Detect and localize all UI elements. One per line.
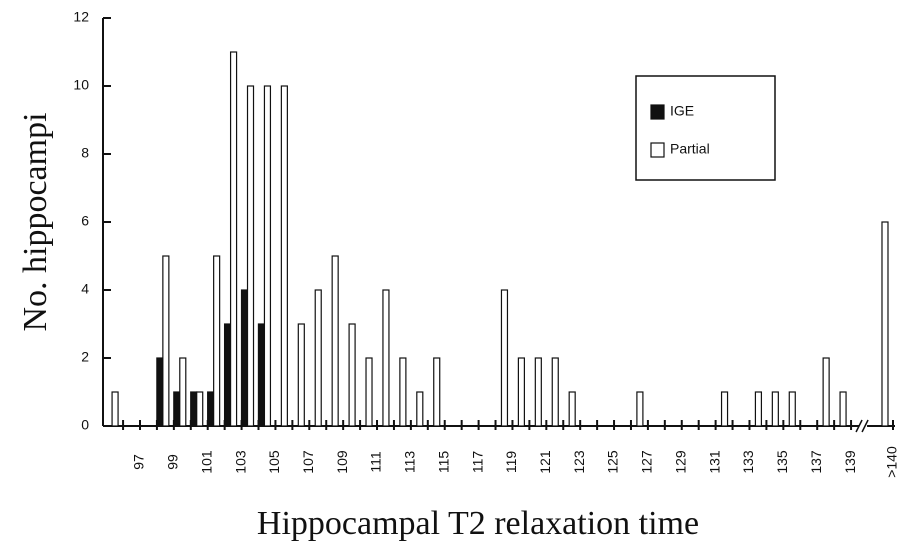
x-axis-title: Hippocampal T2 relaxation time xyxy=(257,505,699,542)
bar xyxy=(314,289,322,427)
bar xyxy=(297,323,305,427)
bar xyxy=(551,357,559,427)
y-tick-label: 12 xyxy=(73,9,89,25)
y-tick-label: 10 xyxy=(73,77,89,93)
legend-swatch xyxy=(650,142,665,158)
bar xyxy=(416,391,424,427)
bar xyxy=(568,391,576,427)
bar xyxy=(240,289,249,427)
x-tick-label: 101 xyxy=(198,450,214,474)
bar xyxy=(156,357,164,427)
x-tick-label: 115 xyxy=(435,451,451,474)
x-tick-label: 135 xyxy=(774,450,790,474)
x-tick-label: 111 xyxy=(368,451,384,472)
x-tick-label: 127 xyxy=(639,450,655,474)
bar xyxy=(399,357,407,427)
y-tick-label: 4 xyxy=(81,281,89,297)
bar xyxy=(280,85,288,427)
x-tick-label: 139 xyxy=(842,450,858,474)
bar xyxy=(382,289,390,427)
x-tick-label: 123 xyxy=(571,450,587,474)
bar xyxy=(162,255,170,427)
x-tick-label: 131 xyxy=(706,450,722,474)
bar xyxy=(196,391,204,427)
x-tick-label: 109 xyxy=(334,450,350,474)
bar xyxy=(433,357,441,427)
x-tick-label: 119 xyxy=(503,451,519,474)
legend-swatch xyxy=(650,104,665,120)
axis-break xyxy=(861,419,869,433)
x-tick-label: 113 xyxy=(402,451,418,474)
bar xyxy=(331,255,339,427)
bar xyxy=(263,85,272,427)
bar xyxy=(179,357,187,427)
x-tick-label: 99 xyxy=(165,454,181,470)
bar xyxy=(257,323,266,427)
bar xyxy=(207,391,215,427)
x-tick-label: 133 xyxy=(740,450,756,474)
bar xyxy=(881,221,889,427)
x-tick-label: 107 xyxy=(300,450,316,474)
bar xyxy=(822,357,830,427)
bar xyxy=(365,357,373,427)
y-tick-label: 0 xyxy=(81,417,89,433)
x-tick-label: 125 xyxy=(605,450,621,474)
x-tick-label: 129 xyxy=(672,450,688,474)
bar xyxy=(229,51,238,427)
bar xyxy=(213,255,221,427)
bar xyxy=(636,391,644,427)
x-tick-label: 117 xyxy=(469,451,485,474)
legend-label: IGE xyxy=(670,103,694,119)
y-tick-label: 8 xyxy=(81,145,89,161)
bar xyxy=(517,357,525,427)
bar xyxy=(246,85,255,427)
y-tick-label: 6 xyxy=(81,213,89,229)
bar xyxy=(534,357,542,427)
bar xyxy=(500,289,509,427)
legend-label: Partial xyxy=(670,141,710,157)
bar xyxy=(111,391,119,427)
bar xyxy=(788,391,796,427)
x-tick-label: >140 xyxy=(884,446,897,478)
bar xyxy=(223,323,232,427)
x-tick-label: 105 xyxy=(266,450,282,474)
x-tick-label: 97 xyxy=(131,454,147,470)
bar xyxy=(348,323,356,427)
bar xyxy=(771,391,779,427)
bar xyxy=(839,391,847,427)
axis-break xyxy=(855,419,863,433)
x-tick-label: 137 xyxy=(808,450,824,474)
bar xyxy=(720,391,729,427)
x-tick-label: 121 xyxy=(537,450,553,474)
bar xyxy=(754,391,763,427)
bar xyxy=(190,391,198,427)
y-tick-label: 2 xyxy=(81,349,89,365)
x-tick-label: 103 xyxy=(232,450,248,474)
bar xyxy=(173,391,181,427)
y-axis-title: No. hippocampi xyxy=(17,112,54,331)
legend-box xyxy=(635,75,776,181)
